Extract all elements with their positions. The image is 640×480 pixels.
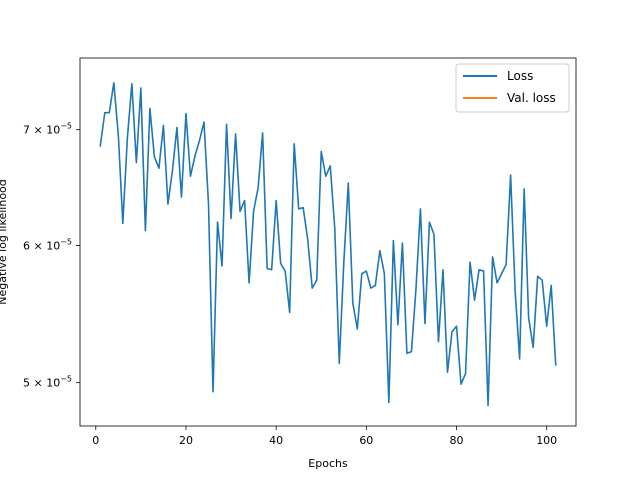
x-tick-label: 20 [179, 434, 193, 447]
x-tick-label: 100 [536, 434, 557, 447]
y-axis-label: Negative log likelihood [0, 179, 9, 305]
legend-label-val-loss: Val. loss [507, 91, 556, 105]
legend: Loss Val. loss [455, 63, 570, 113]
series-layer [99, 82, 557, 407]
x-axis-label: Epochs [308, 457, 348, 470]
x-tick-label: 60 [359, 434, 373, 447]
legend-label-loss: Loss [507, 69, 533, 83]
series-line-loss [99, 82, 557, 407]
x-tick-label: 80 [450, 434, 464, 447]
plot-frame [79, 57, 577, 427]
x-tick-label: 0 [92, 434, 99, 447]
y-axis-ticks: 5 × 10−5 6 × 10−5 7 × 10−5 [23, 122, 80, 390]
y-tick-label: 5 × 10−5 [23, 375, 72, 390]
y-tick-label: 6 × 10−5 [23, 238, 72, 253]
plot-area [80, 58, 576, 426]
y-tick-label: 7 × 10−5 [23, 122, 72, 137]
x-tick-label: 40 [269, 434, 283, 447]
x-axis-ticks: 0 20 40 60 80 100 [92, 426, 557, 447]
